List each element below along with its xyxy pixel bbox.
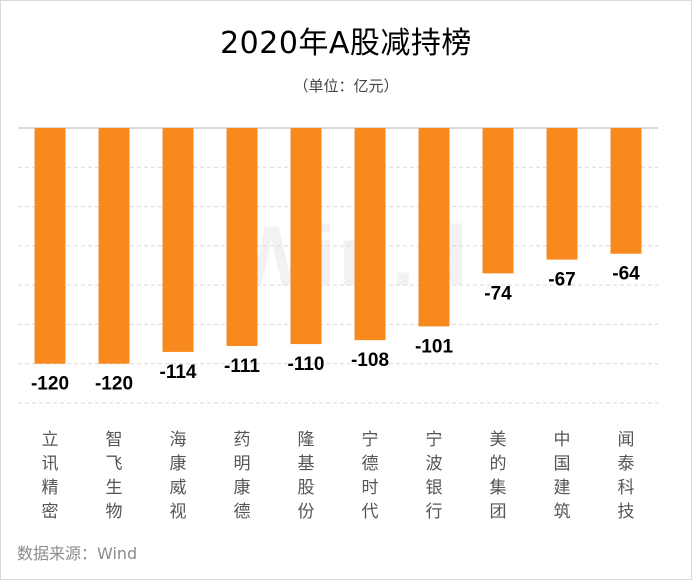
bar-value-label: -64 [612,264,640,285]
bar-value-label: -110 [288,354,325,375]
bar [162,128,194,352]
category-label: 海康威视 [170,430,187,522]
category-label: 立讯精密 [42,430,59,522]
bar [546,128,578,260]
category-label: 智飞生物 [106,430,123,522]
bar [98,128,130,364]
bar [610,128,642,254]
chart-title: 2020年A股减持榜 [220,26,472,61]
bar [34,128,66,364]
bar-value-label: -111 [224,356,260,377]
bar-value-label: -67 [548,270,575,291]
category-label: 宁波银行 [426,430,443,522]
bar-value-label: -74 [484,283,512,304]
data-source: 数据来源：Wind [17,544,138,563]
category-label: 隆基股份 [298,430,315,522]
bar-value-label: -101 [415,336,453,357]
category-label: 闻泰科技 [618,430,635,522]
bars [34,128,642,364]
bar [482,128,514,274]
bar [290,128,322,345]
bar [354,128,386,341]
bar-value-label: -120 [31,374,69,395]
category-label: 药明康德 [234,430,251,522]
category-label: 宁德时代 [362,430,379,522]
bar [226,128,258,347]
bar-value-label: -108 [351,350,389,371]
bar [418,128,450,327]
bar-value-label: -114 [160,362,197,383]
chart-subtitle: （单位：亿元） [293,77,399,95]
bar-value-label: -120 [95,374,133,395]
data-labels: -120 -120 -114 -111 -110 -108 -101 -74 -67 -64 [31,264,640,395]
category-label: 中国建筑 [554,430,571,522]
category-labels: 立讯精密 智飞生物 海康威视 药明康德 隆基股份 宁德时代 宁波银行 美的集团 中国建筑 闻泰科技 [42,430,635,522]
category-label: 美的集团 [490,430,507,522]
